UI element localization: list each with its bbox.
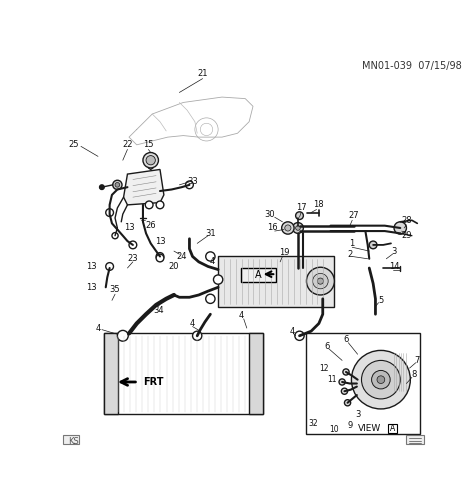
Bar <box>104 334 118 414</box>
Bar <box>306 334 420 433</box>
Text: 13: 13 <box>155 236 165 245</box>
Text: 4: 4 <box>239 311 244 320</box>
Circle shape <box>213 275 223 284</box>
Circle shape <box>118 330 128 341</box>
Circle shape <box>106 263 113 271</box>
Text: 17: 17 <box>296 203 306 212</box>
Circle shape <box>351 350 410 409</box>
Circle shape <box>206 252 215 261</box>
Text: 1: 1 <box>349 239 355 248</box>
Circle shape <box>129 241 137 249</box>
Text: 12: 12 <box>319 364 329 373</box>
Bar <box>241 268 276 282</box>
Circle shape <box>394 222 406 234</box>
Circle shape <box>295 331 304 340</box>
Text: 15: 15 <box>143 140 154 149</box>
Circle shape <box>282 222 294 234</box>
Text: 14: 14 <box>389 262 399 271</box>
Circle shape <box>377 376 385 384</box>
Circle shape <box>156 253 164 261</box>
Circle shape <box>146 156 155 165</box>
Circle shape <box>100 185 104 189</box>
Text: 23: 23 <box>128 255 138 264</box>
Circle shape <box>156 254 164 262</box>
Text: 30: 30 <box>265 209 275 218</box>
Circle shape <box>317 278 324 284</box>
Text: 27: 27 <box>348 211 359 220</box>
Circle shape <box>206 294 215 304</box>
Polygon shape <box>124 169 164 205</box>
Circle shape <box>285 225 291 231</box>
Circle shape <box>341 388 347 394</box>
Circle shape <box>343 369 349 375</box>
Text: 29: 29 <box>401 231 412 240</box>
Text: 34: 34 <box>153 306 164 315</box>
Text: 22: 22 <box>122 140 133 149</box>
Text: 4: 4 <box>190 319 195 328</box>
Circle shape <box>113 180 122 189</box>
Circle shape <box>313 274 328 289</box>
Text: A: A <box>390 424 395 433</box>
Bar <box>388 423 397 433</box>
Bar <box>63 435 79 444</box>
Text: 4: 4 <box>289 327 294 336</box>
Text: 7: 7 <box>415 356 420 365</box>
Text: 25: 25 <box>68 140 79 149</box>
Circle shape <box>296 212 303 219</box>
Circle shape <box>112 232 118 239</box>
Circle shape <box>345 400 351 406</box>
Text: 3: 3 <box>392 246 397 256</box>
Text: 3: 3 <box>355 410 360 419</box>
Text: 31: 31 <box>205 229 216 238</box>
Text: 6: 6 <box>324 342 329 351</box>
Circle shape <box>115 182 120 187</box>
Text: A: A <box>255 270 262 280</box>
Circle shape <box>192 331 202 340</box>
Circle shape <box>292 222 303 233</box>
Text: 13: 13 <box>86 262 97 271</box>
Bar <box>218 257 334 307</box>
Circle shape <box>372 370 390 389</box>
Bar <box>104 334 263 414</box>
Bar <box>249 334 263 414</box>
Text: FRT: FRT <box>143 377 164 387</box>
Text: 2: 2 <box>347 249 353 259</box>
Text: 4: 4 <box>210 258 215 267</box>
Text: 6: 6 <box>343 335 349 344</box>
Text: 32: 32 <box>309 419 318 428</box>
Text: 18: 18 <box>314 200 324 209</box>
Bar <box>406 435 423 444</box>
Text: 26: 26 <box>146 221 156 230</box>
Text: 13: 13 <box>86 283 97 292</box>
Text: 24: 24 <box>176 252 187 261</box>
Circle shape <box>156 201 164 209</box>
Text: 33: 33 <box>187 177 198 186</box>
Text: 16: 16 <box>267 223 278 232</box>
Text: 20: 20 <box>169 262 179 271</box>
Circle shape <box>296 225 300 230</box>
Text: 13: 13 <box>124 223 134 232</box>
Text: 10: 10 <box>329 425 339 434</box>
Text: 19: 19 <box>279 248 289 257</box>
Circle shape <box>307 267 334 295</box>
Text: VIEW: VIEW <box>357 424 381 433</box>
Text: 21: 21 <box>197 70 208 79</box>
Circle shape <box>145 201 153 209</box>
Text: 9: 9 <box>347 421 353 430</box>
Circle shape <box>369 241 377 249</box>
Text: 4: 4 <box>95 324 100 333</box>
Circle shape <box>339 379 345 385</box>
Text: 28: 28 <box>401 216 412 225</box>
Text: 11: 11 <box>328 375 337 384</box>
Circle shape <box>362 360 400 399</box>
Text: 35: 35 <box>110 285 120 294</box>
Circle shape <box>106 209 113 216</box>
Text: 8: 8 <box>411 370 417 379</box>
Circle shape <box>143 152 158 168</box>
Text: KS: KS <box>69 437 79 446</box>
Circle shape <box>186 181 193 189</box>
Text: MN01-039  07/15/98: MN01-039 07/15/98 <box>362 61 461 71</box>
Text: 5: 5 <box>378 296 383 305</box>
